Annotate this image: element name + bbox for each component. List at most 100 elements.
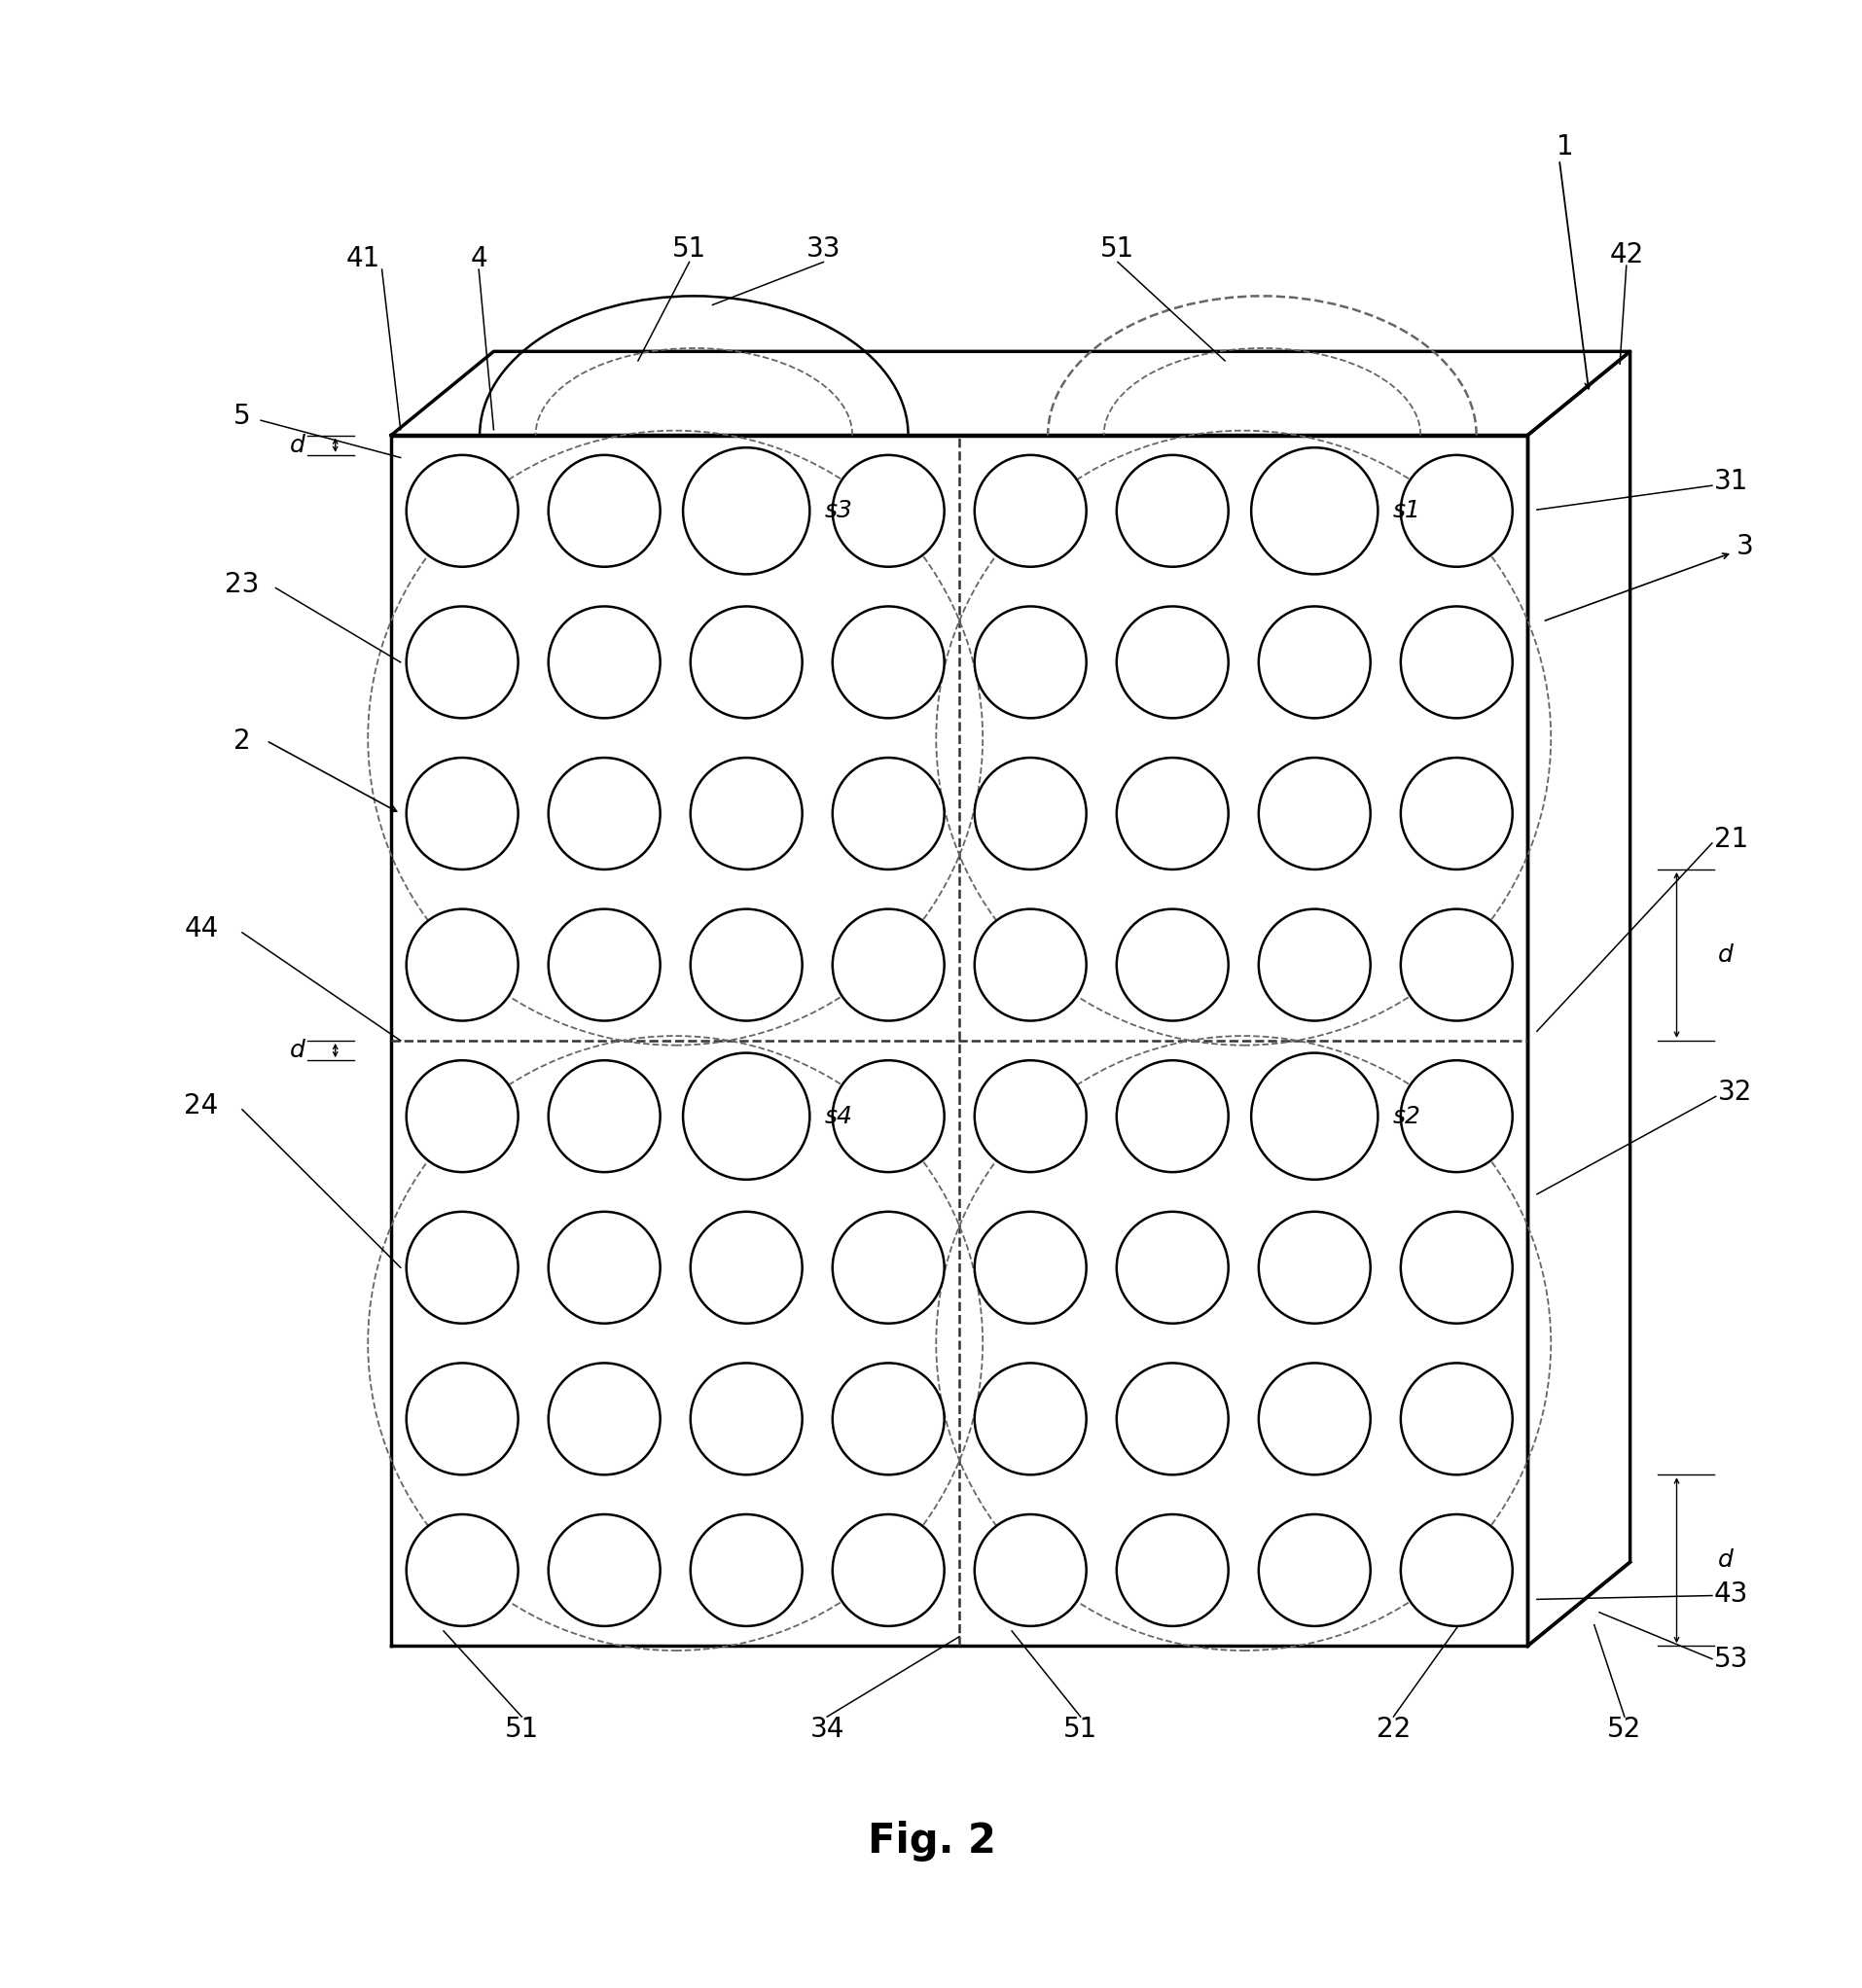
Circle shape: [547, 1211, 659, 1324]
Circle shape: [547, 1364, 659, 1475]
Text: 3: 3: [1735, 533, 1752, 561]
Circle shape: [547, 757, 659, 869]
Circle shape: [832, 1364, 944, 1475]
Circle shape: [406, 606, 518, 718]
Circle shape: [1115, 1211, 1227, 1324]
Text: 51: 51: [505, 1716, 538, 1743]
Text: d: d: [290, 1040, 305, 1062]
Text: d: d: [290, 433, 305, 457]
Text: 23: 23: [225, 571, 259, 598]
Text: d: d: [1717, 944, 1732, 966]
Circle shape: [406, 455, 518, 567]
Circle shape: [974, 1515, 1086, 1626]
Circle shape: [1400, 757, 1512, 869]
Circle shape: [406, 1515, 518, 1626]
Circle shape: [974, 909, 1086, 1020]
Text: 24: 24: [184, 1091, 218, 1119]
Text: 4: 4: [469, 245, 488, 272]
Text: 51: 51: [1100, 235, 1134, 262]
Circle shape: [691, 1060, 803, 1173]
Circle shape: [683, 1054, 810, 1179]
Text: 51: 51: [1063, 1716, 1097, 1743]
Circle shape: [1400, 455, 1512, 567]
Circle shape: [832, 606, 944, 718]
Circle shape: [1259, 909, 1370, 1020]
Text: 52: 52: [1607, 1716, 1640, 1743]
Circle shape: [691, 757, 803, 869]
Text: 32: 32: [1717, 1079, 1750, 1107]
Circle shape: [1115, 1060, 1227, 1173]
Text: 34: 34: [810, 1716, 843, 1743]
Text: 44: 44: [184, 914, 218, 942]
Text: s4: s4: [825, 1105, 853, 1127]
Text: s2: s2: [1393, 1105, 1421, 1127]
Circle shape: [832, 909, 944, 1020]
Circle shape: [1259, 757, 1370, 869]
Circle shape: [832, 455, 944, 567]
Circle shape: [832, 1515, 944, 1626]
Circle shape: [1259, 1515, 1370, 1626]
Circle shape: [974, 757, 1086, 869]
Circle shape: [691, 606, 803, 718]
Circle shape: [1115, 1364, 1227, 1475]
Circle shape: [406, 1364, 518, 1475]
Circle shape: [1259, 606, 1370, 718]
Circle shape: [691, 1211, 803, 1324]
Circle shape: [406, 909, 518, 1020]
Circle shape: [1115, 757, 1227, 869]
Text: 1: 1: [1555, 133, 1573, 161]
Text: 5: 5: [233, 404, 251, 429]
Circle shape: [1259, 455, 1370, 567]
Circle shape: [1400, 606, 1512, 718]
Circle shape: [1115, 606, 1227, 718]
Text: 22: 22: [1376, 1716, 1410, 1743]
Text: 51: 51: [672, 235, 706, 262]
Circle shape: [974, 1211, 1086, 1324]
Circle shape: [974, 1060, 1086, 1173]
Circle shape: [1259, 1364, 1370, 1475]
Text: 21: 21: [1713, 825, 1747, 853]
Circle shape: [547, 909, 659, 1020]
Circle shape: [1400, 1364, 1512, 1475]
Circle shape: [1259, 1060, 1370, 1173]
Circle shape: [974, 455, 1086, 567]
Circle shape: [1259, 1211, 1370, 1324]
Text: s1: s1: [1393, 499, 1421, 523]
Circle shape: [547, 455, 659, 567]
Circle shape: [691, 909, 803, 1020]
Circle shape: [547, 1515, 659, 1626]
Circle shape: [974, 1364, 1086, 1475]
Circle shape: [691, 455, 803, 567]
Circle shape: [691, 1515, 803, 1626]
Text: 33: 33: [806, 235, 840, 262]
Circle shape: [1400, 1060, 1512, 1173]
Circle shape: [1251, 1054, 1378, 1179]
Circle shape: [691, 1364, 803, 1475]
Circle shape: [1115, 455, 1227, 567]
Circle shape: [683, 447, 810, 575]
Text: s3: s3: [825, 499, 853, 523]
Text: 41: 41: [346, 245, 380, 272]
Text: 42: 42: [1609, 241, 1642, 268]
Circle shape: [1251, 447, 1378, 575]
Circle shape: [1400, 1515, 1512, 1626]
Text: 2: 2: [233, 728, 251, 753]
Circle shape: [832, 1060, 944, 1173]
Text: Fig. 2: Fig. 2: [868, 1821, 994, 1863]
Text: 53: 53: [1713, 1646, 1747, 1672]
Circle shape: [406, 757, 518, 869]
Text: 43: 43: [1713, 1580, 1747, 1608]
Circle shape: [1400, 1211, 1512, 1324]
Text: 31: 31: [1713, 469, 1747, 495]
Text: d: d: [1717, 1549, 1732, 1573]
Circle shape: [406, 1211, 518, 1324]
Circle shape: [1115, 909, 1227, 1020]
Circle shape: [832, 1211, 944, 1324]
Circle shape: [974, 606, 1086, 718]
Circle shape: [1115, 1515, 1227, 1626]
Circle shape: [832, 757, 944, 869]
Circle shape: [1400, 909, 1512, 1020]
Circle shape: [406, 1060, 518, 1173]
Circle shape: [547, 1060, 659, 1173]
Circle shape: [547, 606, 659, 718]
